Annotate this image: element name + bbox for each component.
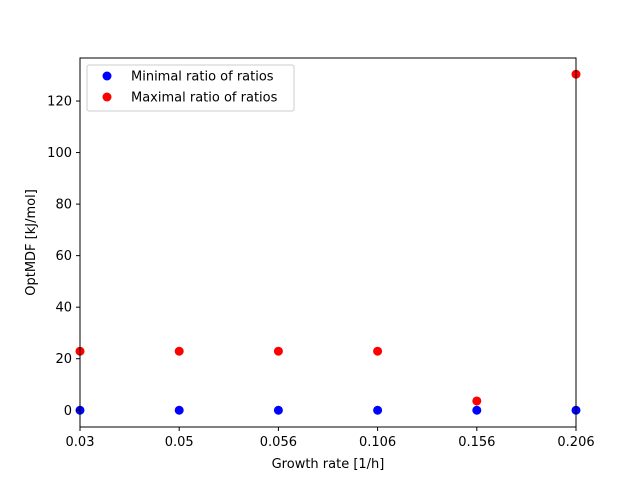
point-maximal-ratio [373, 346, 383, 356]
x-axis: 0.03 0.05 0.056 0.106 0.156 0.206 [66, 427, 595, 450]
y-tick-label: 60 [55, 249, 72, 264]
plot-frame [79, 57, 577, 428]
x-axis-label: Growth rate [1/h] [272, 457, 385, 472]
y-tick-label: 20 [55, 352, 72, 367]
y-tick-label: 120 [47, 95, 72, 110]
point-maximal-ratio [472, 396, 482, 406]
y-axis-label: OptMDF [kJ/mol] [24, 189, 39, 296]
y-tick-label: 100 [47, 146, 72, 161]
x-tick-label: 0.206 [557, 435, 594, 450]
x-tick-label: 0.056 [260, 435, 297, 450]
legend-label-min: Minimal ratio of ratios [131, 70, 274, 85]
legend-frame [86, 64, 295, 112]
x-tick-label: 0.05 [165, 435, 194, 450]
x-tick-label: 0.156 [458, 435, 495, 450]
legend-label-max: Maximal ratio of ratios [131, 91, 278, 106]
y-tick-label: 80 [55, 198, 72, 213]
y-tick-label: 40 [55, 301, 72, 316]
plot-layer [75, 69, 581, 415]
legend-marker-min [102, 71, 112, 81]
point-minimal-ratio [174, 405, 184, 415]
x-tick-label: 0.106 [359, 435, 396, 450]
legend-marker-max [102, 92, 112, 102]
point-minimal-ratio [472, 405, 482, 415]
point-minimal-ratio [273, 405, 283, 415]
point-minimal-ratio [373, 405, 383, 415]
point-maximal-ratio [174, 346, 184, 356]
legend: Minimal ratio of ratios Maximal ratio of… [86, 64, 295, 112]
y-tick-label: 0 [64, 404, 72, 419]
point-maximal-ratio [273, 346, 283, 356]
y-axis: 0 20 40 60 80 100 120 [47, 95, 80, 419]
x-tick-label: 0.03 [66, 435, 95, 450]
